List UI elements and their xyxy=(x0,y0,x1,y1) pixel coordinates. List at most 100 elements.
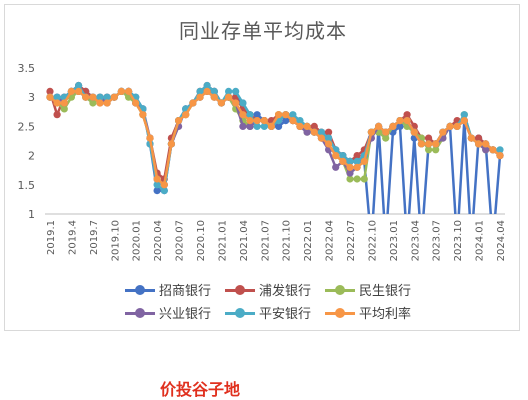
data-point xyxy=(117,87,125,95)
x-tick-label: 2021.01 xyxy=(217,220,228,261)
data-point xyxy=(210,87,218,95)
data-point xyxy=(367,128,375,136)
x-tick-label: 2019.10 xyxy=(110,220,121,261)
x-tick-label: 2020.10 xyxy=(196,220,207,261)
data-point xyxy=(353,157,361,165)
x-tick-label: 2024.01 xyxy=(475,220,486,261)
data-point xyxy=(482,146,490,154)
data-point xyxy=(353,152,361,160)
data-point xyxy=(446,122,454,130)
data-point xyxy=(317,134,325,142)
data-point xyxy=(225,87,233,95)
data-point xyxy=(246,111,254,119)
data-point xyxy=(475,134,483,142)
legend-label: 民生银行 xyxy=(359,284,412,299)
data-point xyxy=(303,128,311,136)
data-point xyxy=(282,111,290,119)
data-point xyxy=(82,93,90,101)
data-point xyxy=(339,152,347,160)
y-tick-label: 1.5 xyxy=(18,179,36,192)
series-line xyxy=(49,90,501,187)
data-point xyxy=(332,163,340,171)
x-tick-label: 2019.7 xyxy=(89,220,100,255)
data-point xyxy=(296,122,304,130)
x-tick-label: 2023.10 xyxy=(453,220,464,261)
data-point xyxy=(496,152,504,160)
legend-swatch xyxy=(125,284,155,296)
data-point xyxy=(346,157,354,165)
x-tick-label: 2021.07 xyxy=(260,220,271,261)
x-tick-label: 2022.01 xyxy=(303,220,314,261)
legend-swatch-dot xyxy=(135,307,145,318)
data-point xyxy=(103,99,111,107)
watermark-text: 价投谷子地 xyxy=(160,380,241,399)
data-point xyxy=(346,169,354,177)
data-point xyxy=(303,122,311,130)
data-point xyxy=(332,152,340,160)
data-point xyxy=(417,140,425,148)
data-point xyxy=(167,140,175,148)
data-point xyxy=(325,140,333,148)
data-point xyxy=(232,99,240,107)
data-point xyxy=(260,122,268,130)
legend-label: 平均利率 xyxy=(359,307,412,322)
data-point xyxy=(339,157,347,165)
legend-swatch xyxy=(225,307,255,319)
data-point xyxy=(103,93,111,101)
legend-item: 招商银行 xyxy=(125,280,211,299)
data-point xyxy=(325,128,333,136)
y-tick-label: 2 xyxy=(28,150,35,163)
data-point xyxy=(432,146,440,154)
data-point xyxy=(396,122,404,130)
legend-swatch xyxy=(225,284,255,296)
data-point xyxy=(210,93,218,101)
data-point xyxy=(53,111,61,119)
data-point xyxy=(203,81,211,90)
data-point xyxy=(196,93,204,101)
data-point xyxy=(396,117,404,125)
data-point xyxy=(360,175,368,183)
data-point xyxy=(382,134,390,142)
data-point xyxy=(389,122,397,130)
data-point xyxy=(496,146,504,154)
y-tick-label: 3 xyxy=(28,91,35,104)
data-point xyxy=(432,140,440,148)
data-point xyxy=(110,93,118,101)
data-point xyxy=(253,111,261,119)
data-point xyxy=(146,134,154,142)
data-point xyxy=(346,163,354,171)
data-point xyxy=(160,181,168,189)
data-point xyxy=(317,128,325,136)
x-tick-label: 2023.07 xyxy=(432,220,443,261)
x-tick-label: 2023.01 xyxy=(389,220,400,261)
y-tick-label: 2.5 xyxy=(18,120,36,133)
data-point xyxy=(203,87,211,95)
data-point xyxy=(425,140,433,148)
data-point xyxy=(189,99,197,107)
legend-swatch xyxy=(325,307,355,319)
series-line xyxy=(48,84,501,181)
data-point xyxy=(282,117,290,125)
data-point xyxy=(375,122,383,130)
data-point xyxy=(346,175,354,183)
x-tick-label: 2021.10 xyxy=(282,220,293,261)
legend-item: 平安银行 xyxy=(225,303,311,322)
data-point xyxy=(196,87,204,95)
data-point xyxy=(403,111,411,119)
data-point xyxy=(482,140,490,148)
data-point xyxy=(253,122,261,130)
x-tick-label: 2022.04 xyxy=(325,220,336,261)
data-point xyxy=(267,122,275,130)
chart-frame: 1 1.5 2 2.5 3 3.5 2019.1 2019.4 2019.7 2019.10 202… xyxy=(4,4,520,331)
data-point xyxy=(310,122,318,130)
data-point xyxy=(275,122,283,130)
data-point xyxy=(232,87,240,95)
data-point xyxy=(153,175,161,183)
legend-label: 平安银行 xyxy=(259,307,312,322)
data-point xyxy=(310,128,318,136)
legend-swatch-dot xyxy=(235,307,245,318)
data-point xyxy=(289,111,297,119)
data-point xyxy=(382,128,390,136)
x-tick-label: 2020.01 xyxy=(132,220,143,261)
data-point xyxy=(246,117,254,125)
